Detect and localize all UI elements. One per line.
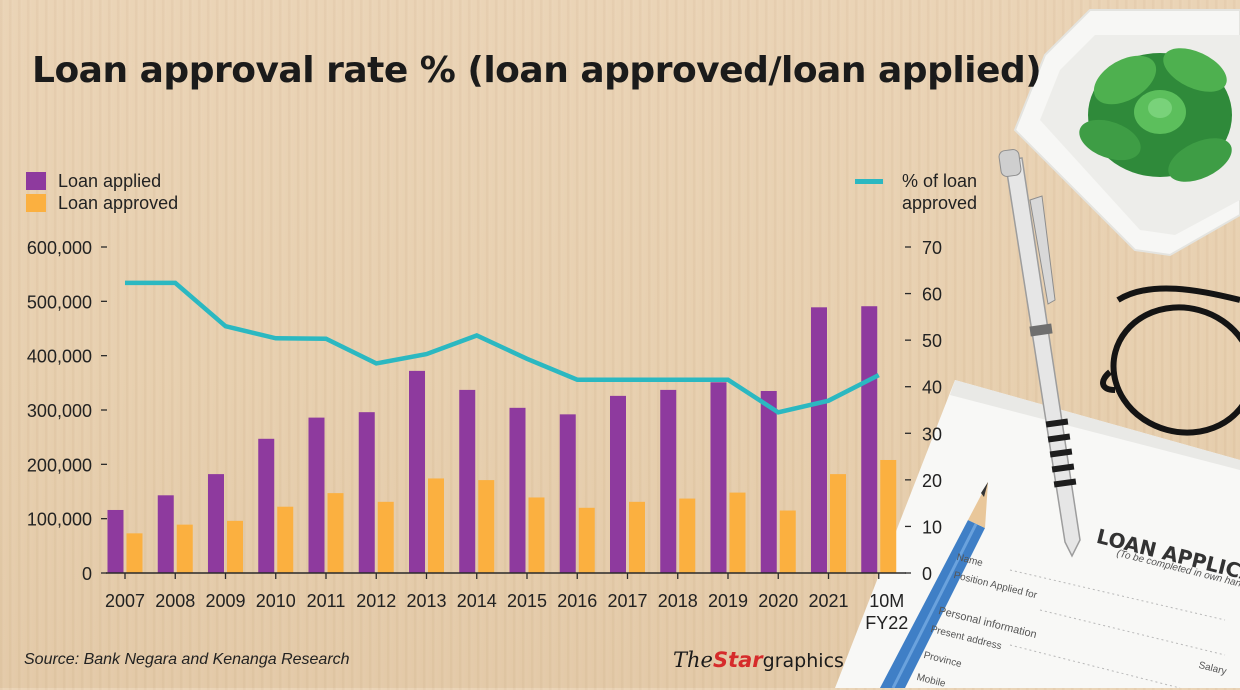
y-right-tick-label: 0 — [922, 564, 932, 584]
y-left-tick-label: 200,000 — [27, 455, 92, 475]
x-tick-label: 2014 — [457, 591, 497, 611]
x-tick-label: 2015 — [507, 591, 547, 611]
bar-loan-approved — [880, 459, 897, 573]
legend-item-approved: Loan approved — [26, 192, 178, 214]
y-right-tick-label: 20 — [922, 471, 942, 491]
chart-title: Loan approval rate % (loan approved/loan… — [32, 50, 1042, 91]
legend-swatch-approved — [26, 194, 46, 212]
x-tick-label: 2021 — [808, 591, 848, 611]
bar-loan-applied — [107, 509, 124, 573]
y-right-tick-label: 70 — [922, 238, 942, 258]
bar-loan-applied — [811, 307, 827, 573]
legend-label-rate-line1: % of loan — [901, 171, 977, 191]
bar-loan-approved — [830, 474, 846, 573]
x-tick-label: 2018 — [658, 591, 698, 611]
bar-loan-applied — [157, 495, 174, 573]
bar-loan-applied — [559, 414, 576, 573]
x-tick-label: 2011 — [307, 591, 346, 611]
brand-logo: TheStargraphics — [673, 648, 844, 672]
bar-loan-approved — [528, 497, 545, 573]
y-left-tick-label: 100,000 — [27, 510, 92, 530]
bar-loan-approved — [327, 493, 344, 573]
x-tick-label: 2013 — [406, 591, 446, 611]
y-left-tick-label: 0 — [82, 564, 92, 584]
bar-loan-approved — [478, 480, 495, 573]
brand-graphics: graphics — [762, 650, 844, 672]
y-left-tick-label: 500,000 — [27, 292, 92, 312]
x-tick-label: 2017 — [607, 591, 647, 611]
bar-loan-applied — [358, 412, 375, 573]
bar-loan-approved — [629, 501, 645, 573]
bar-loan-applied — [861, 306, 878, 573]
bar-loan-approved — [679, 498, 696, 573]
legend-item-applied: Loan applied — [26, 170, 178, 192]
y-right-tick-label: 50 — [922, 331, 942, 351]
y-left-tick-label: 300,000 — [27, 401, 92, 421]
y-left-tick-label: 600,000 — [27, 238, 92, 258]
pen-icon — [998, 149, 1081, 558]
bar-loan-approved — [176, 524, 193, 573]
x-tick-label: 2007 — [105, 591, 145, 611]
x-tick-label: 2008 — [155, 591, 195, 611]
bar-loan-approved — [227, 520, 243, 573]
x-tick-label: 2019 — [708, 591, 748, 611]
bar-loan-approved — [729, 492, 746, 573]
y-right-tick-label: 30 — [922, 424, 942, 444]
bar-loan-applied — [258, 438, 275, 573]
brand-star: Star — [712, 648, 763, 672]
bar-loan-applied — [308, 417, 325, 573]
source-note: Source: Bank Negara and Kenanga Research — [24, 651, 350, 668]
bar-loan-applied — [459, 389, 476, 573]
bar-loan-applied — [208, 474, 224, 573]
pencil-icon — [880, 482, 988, 688]
brand-the: The — [673, 648, 713, 672]
line-loan-approval-rate — [125, 280, 880, 415]
bar-loan-approved — [126, 533, 143, 573]
bar-loan-applied — [610, 395, 626, 573]
bar-loan-applied — [409, 370, 425, 573]
bar-loan-approved — [277, 506, 294, 573]
y-right-tick-label: 60 — [922, 285, 942, 305]
bar-loan-applied — [660, 389, 677, 573]
x-tick-label: 10M — [869, 591, 904, 611]
x-tick-label: 2010 — [256, 591, 296, 611]
legend-label-approved: Loan approved — [58, 192, 179, 213]
bar-loan-approved — [428, 478, 444, 573]
x-tick-label: 2012 — [356, 591, 396, 611]
y-left-tick-label: 400,000 — [27, 347, 92, 367]
x-tick-label: 2009 — [205, 591, 245, 611]
bar-loan-approved — [779, 510, 796, 573]
eyeglasses-icon — [1100, 285, 1240, 436]
legend-swatch-applied — [26, 172, 46, 190]
bar-loan-applied — [760, 390, 777, 573]
x-tick-label: 2020 — [758, 591, 798, 611]
legend-label-applied: Loan applied — [58, 170, 162, 191]
legend-line: % of loan approved — [855, 170, 977, 214]
x-tick-label: FY22 — [865, 613, 908, 633]
bar-loan-approved — [578, 507, 595, 573]
legend-label-rate: % of loan approved — [893, 170, 977, 214]
y-right-tick-label: 10 — [922, 517, 942, 537]
x-tick-label: 2016 — [557, 591, 597, 611]
y-right-tick-label: 40 — [922, 378, 942, 398]
legend-label-rate-line2: approved — [901, 193, 977, 213]
plant-icon — [1013, 9, 1240, 257]
legend-swatch-rate — [855, 179, 883, 184]
legend-bars: Loan applied Loan approved — [26, 170, 178, 214]
bar-loan-approved — [377, 501, 394, 573]
bar-loan-applied — [710, 382, 727, 573]
bar-loan-applied — [509, 407, 526, 573]
